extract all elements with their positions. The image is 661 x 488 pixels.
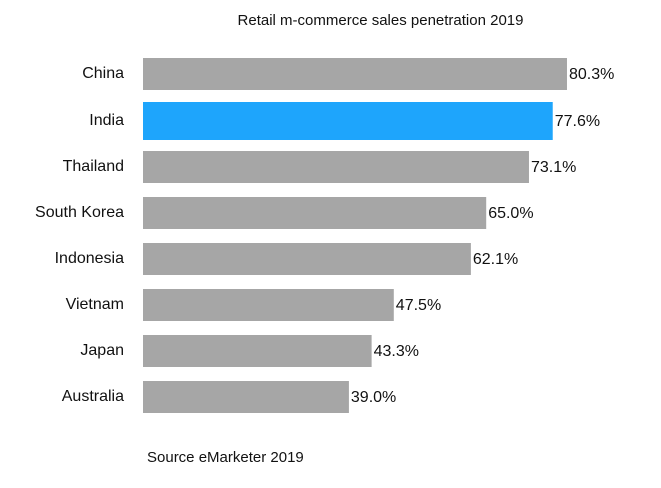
category-label: South Korea bbox=[35, 204, 124, 221]
value-label: 43.3% bbox=[374, 343, 419, 360]
value-label: 39.0% bbox=[351, 389, 396, 406]
bar-india bbox=[143, 102, 553, 140]
bar-china bbox=[143, 58, 567, 90]
value-label: 65.0% bbox=[488, 205, 533, 222]
category-label: China bbox=[82, 65, 124, 82]
source-note: Source eMarketer 2019 bbox=[147, 449, 304, 466]
category-label: Indonesia bbox=[55, 250, 124, 267]
bar-japan bbox=[143, 335, 372, 367]
category-label: Vietnam bbox=[66, 296, 124, 313]
value-label: 47.5% bbox=[396, 297, 441, 314]
chart-title: Retail m-commerce sales penetration 2019 bbox=[237, 12, 524, 29]
bar-vietnam bbox=[143, 289, 394, 321]
bar-australia bbox=[143, 381, 349, 413]
category-label: Japan bbox=[80, 342, 124, 359]
bar-indonesia bbox=[143, 243, 471, 275]
bar-south-korea bbox=[143, 197, 487, 229]
category-label: Thailand bbox=[63, 158, 124, 175]
value-label: 80.3% bbox=[569, 66, 614, 83]
value-label: 77.6% bbox=[555, 113, 600, 130]
value-label: 73.1% bbox=[531, 159, 576, 176]
category-label: Australia bbox=[62, 388, 124, 405]
value-label: 62.1% bbox=[473, 251, 518, 268]
category-label: India bbox=[89, 112, 124, 129]
bar-thailand bbox=[143, 151, 529, 183]
